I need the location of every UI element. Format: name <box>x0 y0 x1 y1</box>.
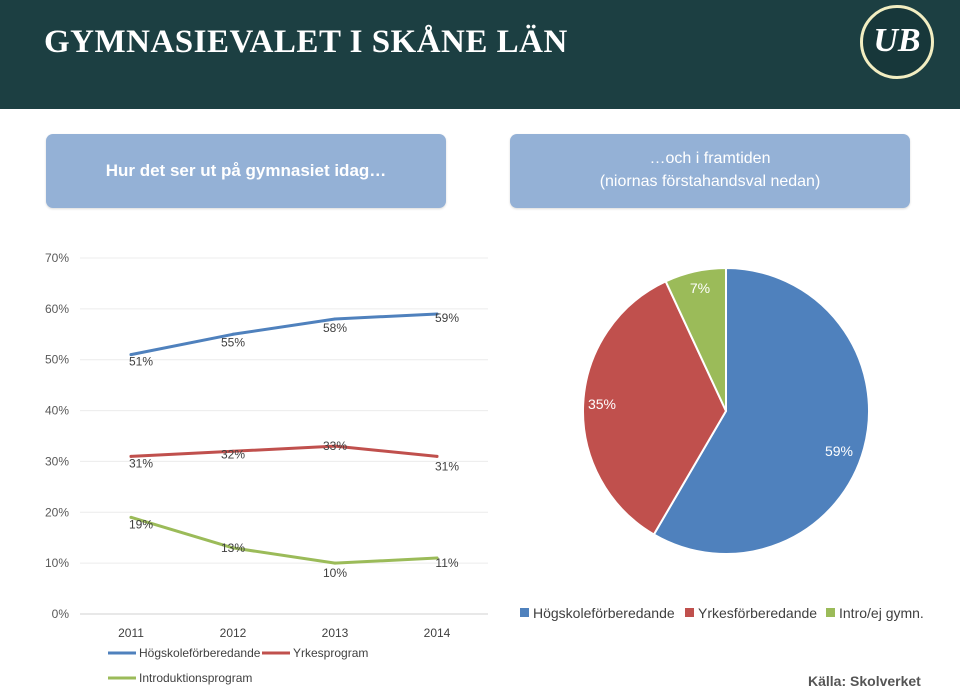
y-tick-label: 70% <box>45 251 69 265</box>
future-heading-line2: (niornas förstahandsval nedan) <box>599 173 821 190</box>
series-point <box>435 454 439 458</box>
y-tick-label: 10% <box>45 556 69 570</box>
legend-label: Introduktionsprogram <box>139 671 252 685</box>
series-point <box>129 353 133 357</box>
series-point <box>231 546 235 550</box>
series-line <box>129 444 439 458</box>
data-label: 11% <box>435 556 458 570</box>
series-point <box>333 317 337 321</box>
x-tick-label: 2014 <box>424 626 451 640</box>
source-note: Källa: Skolverket <box>808 673 921 689</box>
data-label: 33% <box>323 439 347 453</box>
series-point <box>435 312 439 316</box>
series-point <box>129 454 133 458</box>
pie-slice <box>664 266 727 412</box>
current-heading-text: Hur det ser ut på gymnasiet idag… <box>105 161 387 180</box>
slice-label: 7% <box>690 280 710 296</box>
data-label: 51% <box>129 355 153 369</box>
x-tick-label: 2013 <box>322 626 349 640</box>
slice-label: 59% <box>825 443 853 459</box>
current-heading-box: Hur det ser ut på gymnasiet idag… <box>46 134 446 208</box>
data-label: 31% <box>435 459 459 473</box>
data-label: 10% <box>323 566 347 580</box>
legend-label: Högskoleförberedande <box>139 646 261 660</box>
data-label: 19% <box>129 517 153 531</box>
slice-label: 35% <box>588 396 616 412</box>
data-label: 55% <box>221 335 245 349</box>
x-tick-label: 2011 <box>118 626 144 640</box>
data-label: 58% <box>323 321 347 335</box>
y-tick-label: 30% <box>45 454 69 468</box>
series-point <box>435 556 439 560</box>
series-point <box>333 561 337 565</box>
y-tick-label: 40% <box>45 404 69 418</box>
legend-swatch <box>685 608 694 617</box>
series-point <box>129 515 133 519</box>
data-label: 31% <box>129 456 153 470</box>
future-heading-box: …och i framtiden (niornas förstahandsval… <box>510 134 910 208</box>
x-tick-label: 2012 <box>220 626 247 640</box>
pie-slice <box>652 266 870 555</box>
series-line <box>129 312 439 357</box>
legend-label: Yrkesförberedande <box>698 605 817 621</box>
legend-swatch <box>826 608 835 617</box>
legend-label: Yrkesprogram <box>293 646 368 660</box>
legend-swatch <box>520 608 529 617</box>
legend-label: Högskoleförberedande <box>533 605 675 621</box>
data-label: 32% <box>221 447 245 461</box>
future-heading-line1: …och i framtiden <box>649 150 771 167</box>
y-tick-label: 60% <box>45 302 69 316</box>
pie-slice <box>582 280 728 536</box>
ub-logo: UB <box>860 5 934 79</box>
page-title: GYMNASIEVALET I SKÅNE LÄN <box>44 24 568 60</box>
series-point <box>231 449 235 453</box>
series-point <box>231 332 235 336</box>
y-tick-label: 0% <box>52 607 70 621</box>
y-tick-label: 50% <box>45 353 69 367</box>
header-bar: GYMNASIEVALET I SKÅNE LÄN UB <box>0 0 960 109</box>
series-line <box>129 515 439 565</box>
legend-label: Intro/ej gymn. <box>839 605 924 621</box>
data-label: 13% <box>221 541 245 555</box>
y-tick-label: 20% <box>45 505 69 519</box>
series-point <box>333 444 337 448</box>
data-label: 59% <box>435 311 459 325</box>
